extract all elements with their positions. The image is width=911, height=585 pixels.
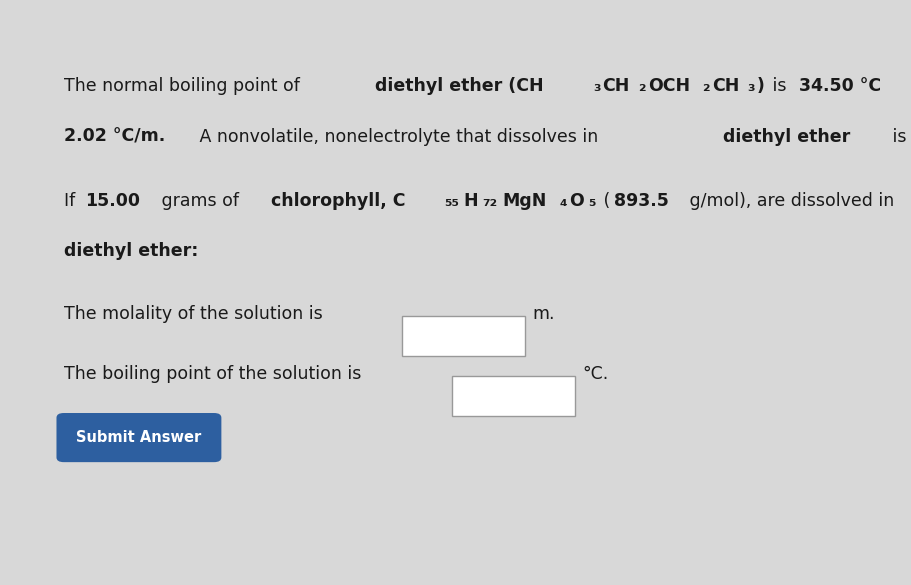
Text: °C.: °C. [582, 365, 609, 383]
Text: ₃: ₃ [747, 77, 754, 95]
Text: O: O [569, 192, 584, 210]
Text: 34.50 °C: 34.50 °C [799, 77, 881, 95]
Text: g/mol), are dissolved in: g/mol), are dissolved in [684, 192, 900, 210]
Text: CH: CH [602, 77, 630, 95]
Text: ₅₅: ₅₅ [444, 192, 459, 210]
Text: The boiling point of the solution is: The boiling point of the solution is [64, 365, 361, 383]
Text: CH: CH [711, 77, 739, 95]
Text: H: H [464, 192, 478, 210]
Text: grams of: grams of [157, 192, 245, 210]
Text: m.: m. [532, 305, 555, 323]
Text: ₂: ₂ [638, 77, 645, 95]
Text: ₃: ₃ [593, 77, 600, 95]
Text: is: is [767, 77, 792, 95]
Text: The normal boiling point of: The normal boiling point of [64, 77, 305, 95]
FancyBboxPatch shape [56, 413, 221, 462]
Text: (: ( [598, 192, 610, 210]
Text: The molality of the solution is: The molality of the solution is [64, 305, 322, 323]
Text: 15.00: 15.00 [86, 192, 140, 210]
Text: ₅: ₅ [589, 192, 596, 210]
Text: MgN: MgN [502, 192, 547, 210]
Text: A nonvolatile, nonelectrolyte that dissolves in: A nonvolatile, nonelectrolyte that disso… [194, 128, 604, 146]
Text: chlorophyll, C: chlorophyll, C [271, 192, 405, 210]
FancyBboxPatch shape [452, 376, 575, 416]
Text: If: If [64, 192, 80, 210]
FancyBboxPatch shape [402, 316, 525, 356]
Text: diethyl ether (CH: diethyl ether (CH [375, 77, 544, 95]
Text: is: is [887, 128, 911, 146]
Text: and its K: and its K [906, 77, 911, 95]
Text: 893.5: 893.5 [614, 192, 669, 210]
Text: diethyl ether:: diethyl ether: [64, 242, 199, 260]
Text: ₇₂: ₇₂ [482, 192, 497, 210]
Text: ₄: ₄ [559, 192, 567, 210]
Text: OCH: OCH [648, 77, 690, 95]
Text: ₂: ₂ [702, 77, 710, 95]
Text: diethyl ether: diethyl ether [723, 128, 850, 146]
Text: Submit Answer: Submit Answer [77, 430, 201, 445]
Text: ): ) [757, 77, 764, 95]
Text: 2.02 °C/m.: 2.02 °C/m. [64, 128, 165, 146]
